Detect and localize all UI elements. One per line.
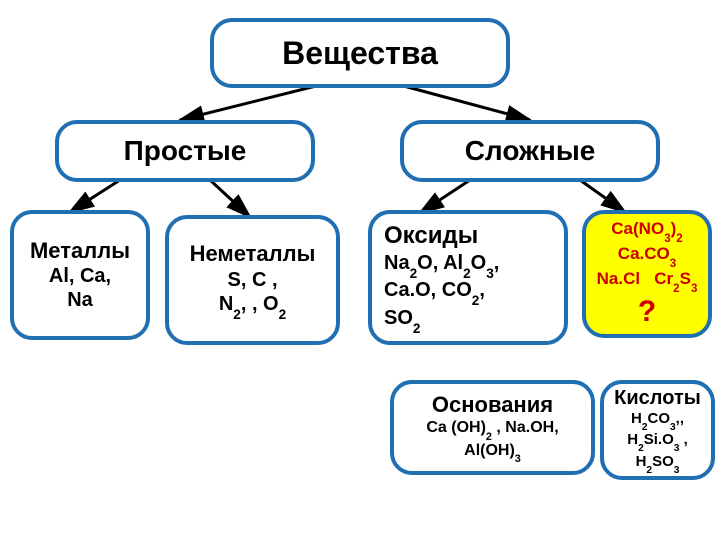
connector-arrow xyxy=(420,180,470,213)
bases-title: Основания xyxy=(432,392,553,418)
connector-arrow xyxy=(400,85,530,120)
salt-line: Ca(NO3)2 xyxy=(611,218,682,243)
node-complex: Сложные xyxy=(400,120,660,182)
oxides-title: Оксиды xyxy=(372,222,478,251)
connector-arrow xyxy=(580,180,625,212)
question-mark: ? xyxy=(638,293,656,331)
simple-label: Простые xyxy=(124,134,247,168)
node-bases: Основания Ca (OH)2 , Na.OH,Al(OH)3 xyxy=(390,380,595,475)
node-root-substances: Вещества xyxy=(210,18,510,88)
oxides-body: Na2O, Al2O3,Ca.O, CO2,SO2 xyxy=(372,251,499,333)
metals-body: Al, Ca,Na xyxy=(49,264,111,312)
salt-line: Na.Cl Cr2S3 xyxy=(597,268,698,293)
node-acids: Кислоты H2CO3,,H2Si.O3 , H2SO3 xyxy=(600,380,715,480)
complex-label: Сложные xyxy=(465,134,596,168)
nonmetals-title: Неметаллы xyxy=(190,241,316,267)
connector-arrow xyxy=(180,85,320,120)
connector-arrow xyxy=(210,180,250,217)
root-label: Вещества xyxy=(282,34,438,72)
connector-arrow xyxy=(70,180,120,212)
acids-title: Кислоты xyxy=(614,386,701,410)
node-simple: Простые xyxy=(55,120,315,182)
bases-body: Ca (OH)2 , Na.OH,Al(OH)3 xyxy=(426,418,558,462)
node-metals: Металлы Al, Ca,Na xyxy=(10,210,150,340)
node-oxides: Оксиды Na2O, Al2O3,Ca.O, CO2,SO2 xyxy=(368,210,568,345)
nonmetals-body: S, C ,N2, , O2 xyxy=(219,268,286,319)
salt-line: Ca.CO3 xyxy=(618,243,676,268)
metals-title: Металлы xyxy=(30,238,130,264)
node-salts-question: Ca(NO3)2Ca.CO3Na.Cl Cr2S3? xyxy=(582,210,712,338)
node-nonmetals: Неметаллы S, C ,N2, , O2 xyxy=(165,215,340,345)
acids-body: H2CO3,,H2Si.O3 , H2SO3 xyxy=(604,410,711,474)
